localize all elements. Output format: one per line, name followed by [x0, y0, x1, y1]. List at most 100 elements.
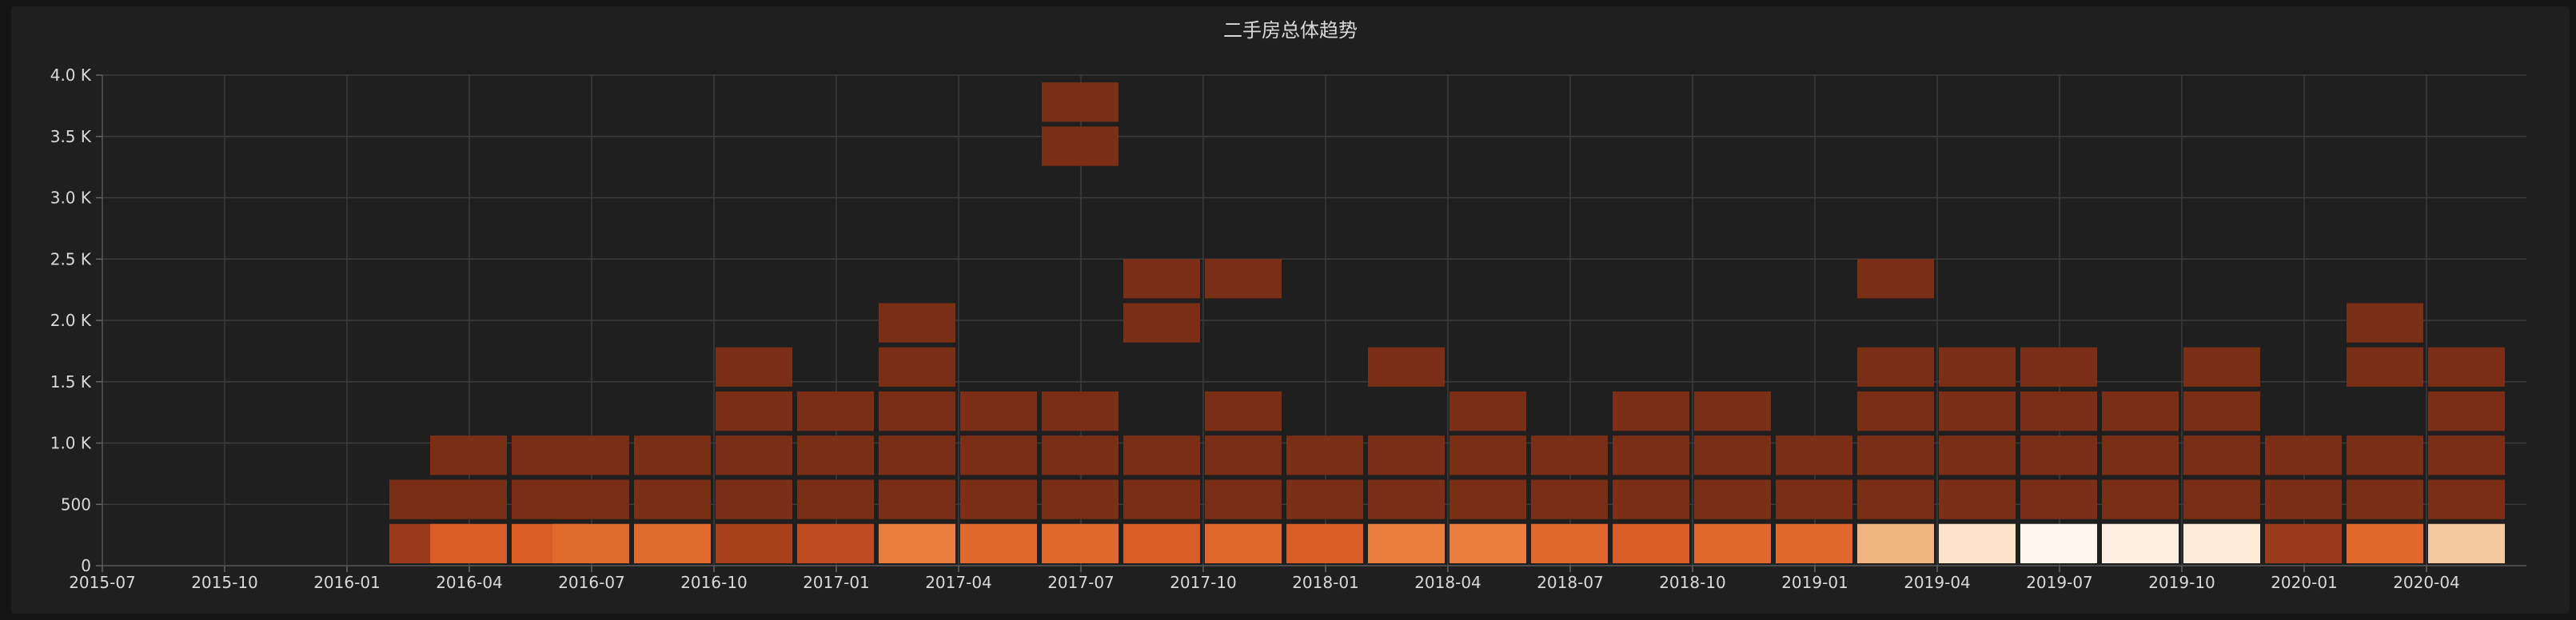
heatmap-cell [716, 435, 792, 475]
x-tick-label: 2020-01 [2271, 573, 2338, 592]
heatmap-cell [2183, 479, 2260, 519]
heatmap-cell [1857, 259, 1934, 299]
x-tick-label: 2019-04 [1904, 573, 1971, 592]
heatmap-cell [1613, 435, 1689, 475]
heatmap-cell [2102, 479, 2179, 519]
heatmap-cell [879, 391, 955, 431]
heatmap-cell [2183, 347, 2260, 387]
heatmap-cell [1939, 479, 2016, 519]
heatmap-cell [1042, 523, 1119, 563]
x-tick-label: 2016-10 [680, 573, 748, 592]
heatmap-cell [1939, 435, 2016, 475]
y-tick-label: 1.0 K [50, 434, 92, 453]
y-tick-label: 2.5 K [50, 249, 92, 268]
heatmap-cell [1694, 391, 1771, 431]
y-tick-label: 3.0 K [50, 189, 92, 208]
x-tick-label: 2017-04 [925, 573, 992, 592]
heatmap-cell [1368, 523, 1445, 563]
heatmap-cell [1449, 479, 1526, 519]
heatmap-cell [1939, 347, 2016, 387]
heatmap-cell [2020, 347, 2097, 387]
y-tick-label: 0 [81, 556, 91, 575]
heatmap-cell [960, 435, 1037, 475]
heatmap-cell [552, 523, 629, 563]
heatmap-cell [1042, 435, 1119, 475]
heatmap-cell [1205, 259, 1282, 299]
heatmap-cell [716, 479, 792, 519]
heatmap-cell [1123, 435, 1200, 475]
heatmap-cell [960, 391, 1037, 431]
heatmap-cell [1857, 391, 1934, 431]
heatmap-cell [1613, 523, 1689, 563]
x-tick-label: 2018-10 [1659, 573, 1726, 592]
heatmap-cell [1042, 391, 1119, 431]
x-tick-label: 2020-04 [2393, 573, 2460, 592]
heatmap-cell [1449, 391, 1526, 431]
x-tick-label: 2016-04 [436, 573, 503, 592]
heatmap-cells [389, 82, 2505, 563]
heatmap-cell [1286, 523, 1363, 563]
heatmap-cell [1531, 435, 1608, 475]
x-tick-label: 2017-10 [1170, 573, 1237, 592]
heatmap-cell [2347, 435, 2423, 475]
heatmap-cell [1368, 479, 1445, 519]
heatmap-cell [2102, 523, 2179, 563]
heatmap-cell [960, 479, 1037, 519]
x-tick-label: 2017-07 [1047, 573, 1115, 592]
heatmap-cell [1123, 259, 1200, 299]
heatmap-cell [1449, 435, 1526, 475]
heatmap-cell [1694, 523, 1771, 563]
x-tick-label: 2015-10 [191, 573, 258, 592]
y-tick-label: 500 [61, 495, 91, 514]
heatmap-cell [1613, 391, 1689, 431]
heatmap-cell [2265, 435, 2342, 475]
heatmap-cell [1857, 479, 1934, 519]
heatmap-cell [634, 435, 711, 475]
heatmap-cell [716, 347, 792, 387]
chart-panel: 二手房总体趋势 0 500 1.0 K 1.5 K 2.0 K 2.5 K 3.0 K 3.5… [11, 6, 2570, 614]
heatmap-cell [2428, 391, 2505, 431]
heatmap-cell [1776, 523, 1852, 563]
heatmap-cell [552, 435, 629, 475]
heatmap-cell [1857, 523, 1934, 563]
heatmap-cell [2183, 523, 2260, 563]
heatmap-cell [1613, 479, 1689, 519]
heatmap-cell [1123, 479, 1200, 519]
heatmap-cell [2428, 523, 2505, 563]
heatmap-cell [2020, 435, 2097, 475]
heatmap-cell [1939, 391, 2016, 431]
y-tick-label: 3.5 K [50, 127, 92, 146]
x-tick-label: 2016-01 [313, 573, 381, 592]
heatmap-cell [2428, 435, 2505, 475]
heatmap-cell [552, 479, 629, 519]
heatmap-cell [716, 391, 792, 431]
heatmap-cell [1286, 479, 1363, 519]
heatmap-cell [879, 347, 955, 387]
heatmap-cell [1286, 435, 1363, 475]
heatmap-cell [2102, 435, 2179, 475]
heatmap-cell [716, 523, 792, 563]
heatmap-cell [1123, 303, 1200, 343]
x-tick-label: 2015-07 [69, 573, 136, 592]
heatmap-cell [2265, 479, 2342, 519]
heatmap-cell [960, 523, 1037, 563]
heatmap-cell [2020, 523, 2097, 563]
x-tick-label: 2018-07 [1537, 573, 1604, 592]
heatmap-cell [1776, 479, 1852, 519]
heatmap-cell [1205, 435, 1282, 475]
x-axis: 2015-07 2015-10 2016-01 2016-04 2016-07 2016-… [69, 565, 2526, 592]
heatmap-cell [1368, 435, 1445, 475]
heatmap-cell [2347, 347, 2423, 387]
heatmap-cell [1857, 435, 1934, 475]
x-tick-label: 2019-01 [1781, 573, 1848, 592]
heatmap-cell [797, 479, 874, 519]
heatmap-cell [1205, 523, 1282, 563]
heatmap-cell [1939, 523, 2016, 563]
heatmap-cell [2102, 391, 2179, 431]
x-tick-label: 2019-10 [2148, 573, 2215, 592]
y-tick-label: 2.0 K [50, 311, 92, 330]
heatmap-cell [879, 523, 955, 563]
heatmap-cell [430, 435, 507, 475]
x-tick-label: 2016-07 [558, 573, 625, 592]
